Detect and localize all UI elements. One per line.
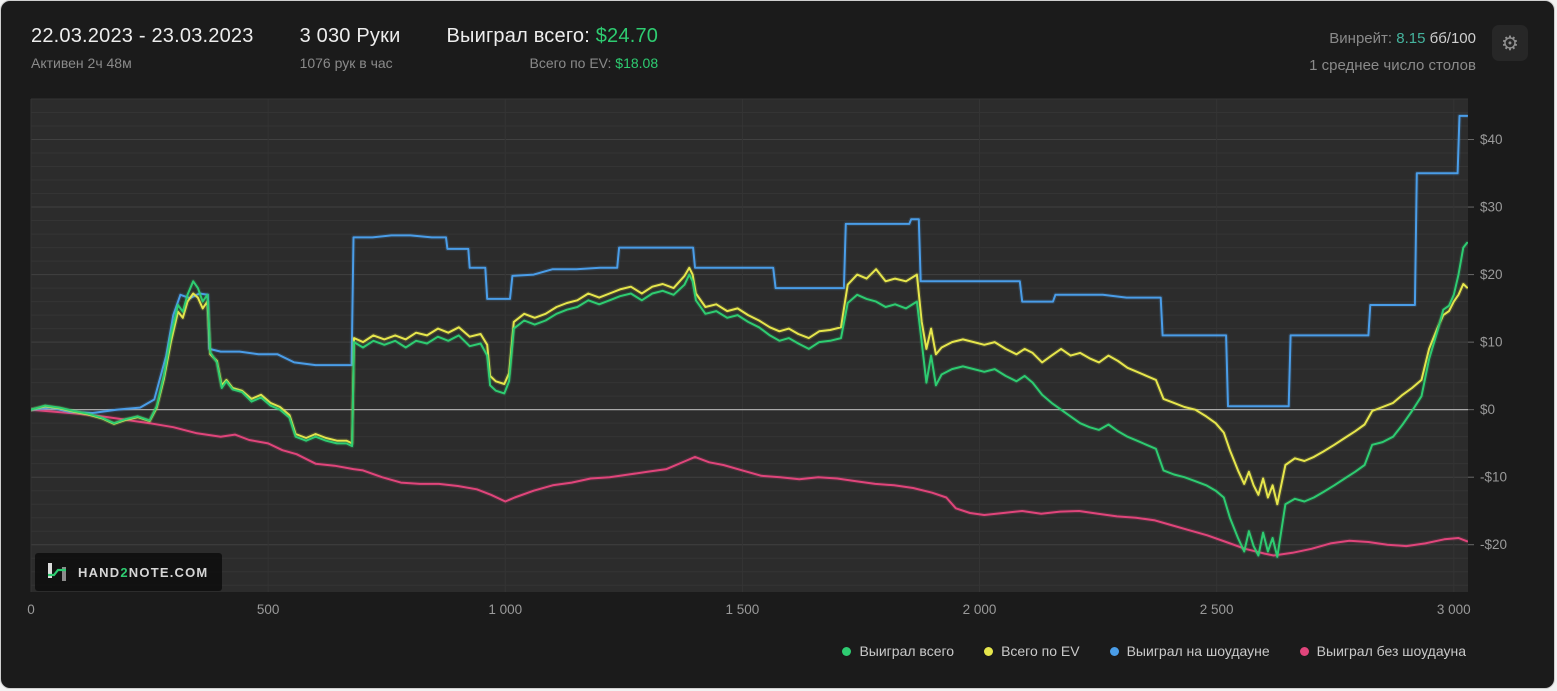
- winrate-value: 8.15: [1396, 30, 1426, 47]
- series-line-2: [31, 114, 1468, 414]
- legend-dot-icon: [842, 646, 852, 656]
- legend-dot-icon: [984, 646, 994, 656]
- winrate-label: Винрейт:: [1329, 30, 1393, 47]
- y-tick-label: -$10: [1480, 470, 1507, 485]
- legend-label: Выиграл на шоудауне: [1126, 643, 1270, 659]
- date-block: 22.03.2023 - 23.03.2023 Активен 2ч 48м: [31, 25, 254, 71]
- logo-text-num: 2: [120, 564, 129, 580]
- winrate-line: Винрейт: 8.15 бб/100: [1309, 25, 1476, 52]
- legend-item-2[interactable]: Выиграл на шоудауне: [1109, 643, 1270, 659]
- x-tick-label: 0: [27, 602, 35, 617]
- x-tick-label: 500: [257, 602, 280, 617]
- hands-count: 3 030 Руки: [299, 25, 401, 47]
- settings-gear-button[interactable]: ⚙: [1492, 25, 1528, 61]
- hand2note-logo-icon: [48, 563, 66, 581]
- active-time: Активен 2ч 48м: [31, 55, 132, 71]
- legend-item-0[interactable]: Выиграл всего: [842, 643, 954, 659]
- legend-dot-icon: [1299, 646, 1309, 656]
- y-tick-label: -$20: [1480, 537, 1507, 552]
- session-header: 22.03.2023 - 23.03.2023 Активен 2ч 48м 3…: [1, 1, 1554, 79]
- y-tick-label: $20: [1480, 267, 1503, 282]
- won-block: Выиграл всего: $24.70 Всего по EV: $18.0…: [446, 25, 658, 71]
- avg-tables: 1 среднее число столов: [1309, 57, 1476, 74]
- hand2note-logo: HAND2NOTE.COM: [35, 553, 223, 591]
- gear-icon: ⚙: [1501, 32, 1519, 55]
- legend-label: Выиграл всего: [859, 643, 955, 659]
- ev-total-value: $18.08: [615, 55, 659, 71]
- winrate-block: Винрейт: 8.15 бб/100 1 среднее число сто…: [1309, 25, 1476, 79]
- winrate-unit: бб/100: [1429, 30, 1476, 47]
- hands-per-hour: 1076 рук в час: [299, 55, 393, 71]
- logo-text-pre: HAND: [78, 564, 121, 580]
- legend-label: Всего по EV: [1001, 643, 1080, 659]
- y-tick-label: $10: [1480, 335, 1503, 350]
- logo-text-post: NOTE.COM: [128, 564, 209, 580]
- y-tick-label: $0: [1480, 402, 1495, 417]
- y-tick-label: $40: [1480, 132, 1503, 147]
- legend-dot-icon: [1109, 646, 1119, 656]
- ev-total-label: Всего по EV:: [529, 55, 612, 71]
- x-tick-label: 3 000: [1437, 602, 1471, 617]
- legend-label: Выиграл без шоудауна: [1316, 643, 1466, 659]
- chart-legend: Выиграл всего Всего по EV Выиграл на шоуда…: [842, 643, 1466, 659]
- legend-item-3[interactable]: Выиграл без шоудауна: [1299, 643, 1466, 659]
- won-total-value: $24.70: [595, 25, 659, 47]
- y-tick-label: $30: [1480, 200, 1503, 215]
- legend-item-1[interactable]: Всего по EV: [984, 643, 1080, 659]
- ev-total-line: Всего по EV: $18.08: [446, 55, 658, 71]
- series-lines: [31, 113, 1468, 560]
- x-tick-label: 2 500: [1200, 602, 1234, 617]
- hand2note-logo-text: HAND2NOTE.COM: [78, 565, 208, 580]
- x-tick-label: 1 000: [488, 602, 522, 617]
- won-total-label: Выиграл всего:: [446, 25, 590, 47]
- x-tick-label: 2 000: [963, 602, 997, 617]
- series-line-3: [31, 408, 1468, 557]
- series-line-0: [31, 241, 1468, 558]
- date-range: 22.03.2023 - 23.03.2023: [31, 25, 254, 47]
- chart-area: $40 $30 $20 $10 $0 -$10 -$20 0 500 1 000 1 500 2 00…: [1, 95, 1555, 627]
- won-total-line: Выиграл всего: $24.70: [446, 25, 658, 48]
- winnings-graph[interactable]: $40 $30 $20 $10 $0 -$10 -$20 0 500 1 000 1 500 2 00…: [1, 95, 1555, 627]
- hands-block: 3 030 Руки 1076 рук в час: [300, 25, 401, 71]
- x-tick-label: 1 500: [725, 602, 759, 617]
- series-line-1: [31, 266, 1468, 506]
